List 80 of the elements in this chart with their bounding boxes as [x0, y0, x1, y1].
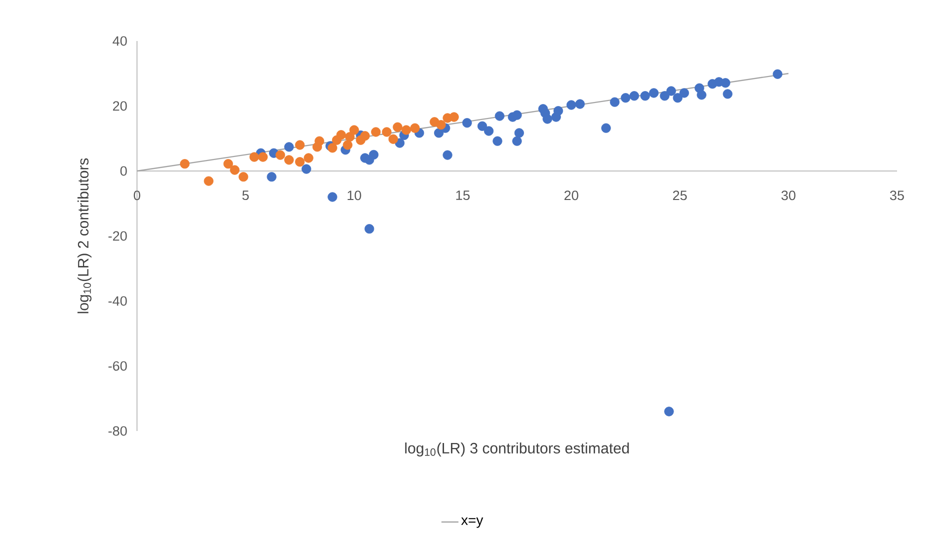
point	[484, 126, 494, 136]
point	[436, 120, 446, 130]
point	[304, 153, 314, 163]
point	[328, 143, 338, 153]
point	[610, 97, 620, 107]
point	[295, 157, 305, 167]
point	[722, 89, 732, 99]
y-tick-label: -20	[108, 231, 127, 241]
point	[512, 110, 522, 120]
point	[492, 136, 502, 146]
point	[720, 78, 730, 88]
point	[328, 192, 338, 202]
point	[368, 150, 378, 160]
point	[349, 125, 359, 135]
x-tick-label: 30	[781, 190, 796, 200]
point	[664, 406, 674, 416]
point	[284, 155, 294, 165]
point	[629, 91, 640, 101]
point	[284, 142, 294, 152]
y-axis-title: log$_{10}$(LR) 2 contributors	[78, 158, 92, 314]
point	[238, 172, 248, 182]
point	[314, 136, 324, 146]
legend-label: x=y	[461, 518, 484, 528]
point	[601, 123, 611, 133]
x-axis-title: log$_{10}$(LR) 3 contributors estimated	[405, 442, 629, 456]
point	[514, 128, 524, 138]
point	[542, 114, 552, 124]
x-tick-label: 10	[348, 190, 362, 200]
point	[449, 112, 459, 122]
point	[679, 88, 690, 98]
point	[442, 150, 452, 160]
x-tick-label: 0	[134, 190, 140, 200]
x-tick-label: 5	[242, 190, 249, 200]
point	[230, 165, 240, 175]
point	[772, 69, 782, 79]
point	[249, 152, 260, 162]
point	[666, 86, 676, 96]
point	[660, 91, 670, 101]
y-tick-label: 20	[113, 101, 127, 111]
point	[360, 131, 370, 141]
point	[371, 127, 381, 137]
point	[180, 159, 190, 169]
point	[204, 176, 214, 186]
point	[620, 93, 630, 103]
point	[462, 118, 472, 128]
point	[364, 224, 374, 234]
point	[388, 134, 398, 144]
y-tick-label: 0	[120, 166, 127, 176]
point	[392, 122, 402, 132]
point	[553, 106, 564, 116]
point	[336, 130, 346, 140]
y-tick-label: -40	[108, 296, 127, 306]
x-tick-label: 20	[564, 190, 578, 200]
point	[258, 152, 268, 162]
y-tick-label: 40	[112, 36, 127, 46]
point	[223, 159, 234, 169]
point	[640, 91, 650, 101]
point	[566, 100, 576, 110]
point	[512, 136, 522, 146]
x-tick-label: 25	[673, 190, 687, 200]
point	[302, 164, 312, 174]
point	[295, 140, 305, 150]
point	[672, 93, 682, 103]
point	[382, 127, 392, 137]
point	[696, 90, 706, 100]
point	[276, 150, 286, 160]
x-tick-label: 35	[890, 190, 904, 200]
point	[345, 132, 355, 142]
x-tick-label: 15	[456, 190, 470, 200]
point	[342, 140, 352, 150]
y-tick-label: -60	[108, 361, 127, 371]
point	[410, 123, 420, 133]
point	[266, 172, 276, 182]
y-tick-label: -80	[108, 426, 127, 436]
point	[477, 121, 488, 131]
point	[494, 111, 504, 121]
point	[401, 125, 412, 135]
point	[649, 88, 659, 98]
point	[575, 99, 585, 109]
point	[434, 128, 444, 138]
